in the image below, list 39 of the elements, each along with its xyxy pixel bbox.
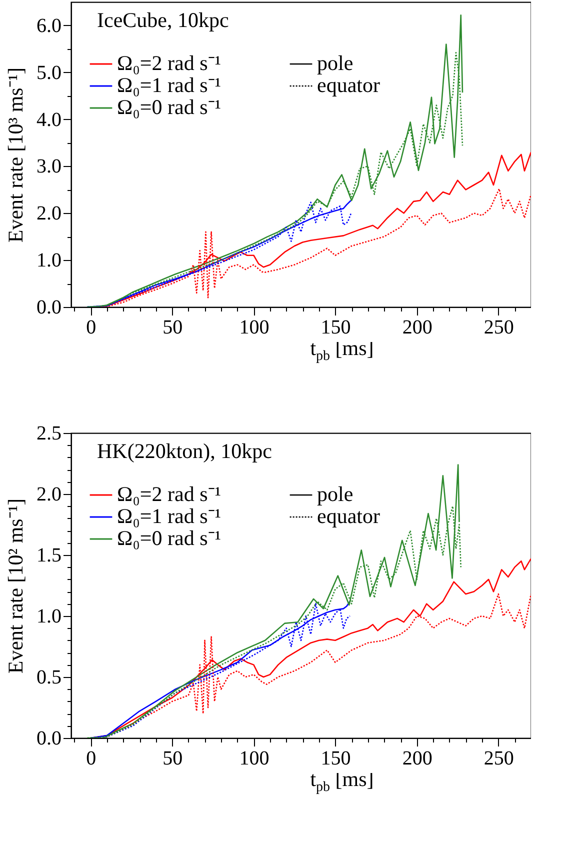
x-tick-label: 250 (484, 748, 514, 770)
y-tick-label: 2.0 (36, 202, 62, 225)
annotation: pole (317, 51, 354, 75)
legend-label: Ω₀=1 rad s⁻¹ (117, 504, 222, 528)
y-tick-label: 6.0 (36, 14, 62, 37)
x-tick-label: 150 (320, 748, 351, 770)
legend-label: Ω₀=0 rad s⁻¹ (117, 526, 222, 550)
x-tick-label: 200 (402, 316, 432, 338)
x-tick-label: 0 (86, 748, 96, 770)
x-tick-label: 0 (86, 316, 96, 338)
y-tick-label: 1.0 (36, 250, 62, 272)
x-tick-label: 100 (239, 748, 270, 770)
y-tick-label: 4.0 (36, 108, 62, 131)
y-tick-label: 1.0 (36, 606, 62, 628)
x-tick-label: 100 (239, 316, 270, 338)
y-tick-label: 1.5 (36, 544, 62, 567)
y-tick-label: 3.0 (36, 156, 62, 178)
y-tick-label: 2.5 (36, 422, 62, 445)
annotation: pole (317, 482, 354, 506)
legend-label: Ω₀=0 rad s⁻¹ (117, 95, 222, 119)
annotation: equator (317, 504, 380, 528)
x-tick-label: 50 (162, 748, 183, 770)
x-tick-label: 250 (484, 316, 514, 338)
chart-title: HK(220kton), 10kpc (97, 439, 272, 464)
y-tick-label: 5.0 (36, 62, 62, 84)
legend-label: Ω₀=2 rad s⁻¹ (117, 51, 222, 75)
y-tick-label: 0.5 (36, 666, 62, 689)
legend-label: Ω₀=2 rad s⁻¹ (117, 482, 222, 506)
legend-label: Ω₀=1 rad s⁻¹ (117, 73, 222, 97)
chart-title: IceCube, 10kpc (97, 8, 229, 32)
x-tick-label: 50 (162, 316, 183, 338)
y-axis-title: Event rate [10² ms⁻¹] (4, 498, 28, 674)
y-axis-title: Event rate [10³ ms⁻¹] (4, 67, 28, 243)
x-tick-label: 150 (320, 316, 351, 338)
annotation: equator (317, 73, 380, 97)
y-tick-label: 0.0 (36, 728, 62, 750)
y-tick-label: 2.0 (36, 484, 62, 506)
y-tick-label: 0.0 (36, 296, 62, 318)
x-tick-label: 200 (402, 748, 432, 770)
